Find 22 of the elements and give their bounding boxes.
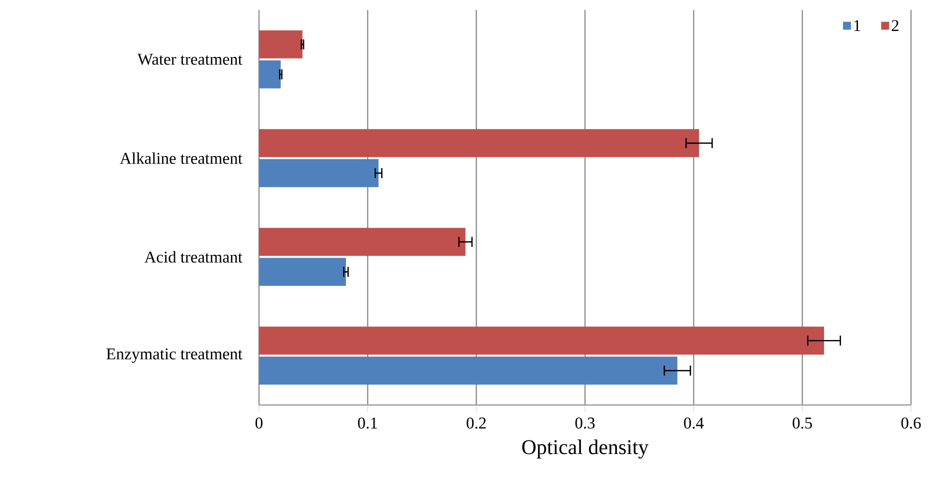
x-tick-label: 0.1	[358, 418, 377, 429]
bar	[259, 60, 281, 88]
y-tick-label: Alkaline treatment	[120, 152, 242, 164]
x-tick-label: 0	[256, 418, 262, 429]
bar	[259, 356, 678, 385]
bar	[259, 159, 379, 188]
x-tick-label: 0.2	[466, 418, 486, 429]
legend-label: 2	[892, 20, 898, 31]
bar	[259, 258, 346, 286]
x-tick-label: 0.4	[684, 418, 704, 429]
bar	[259, 326, 824, 355]
x-tick-label: 0.6	[901, 418, 921, 429]
bar	[259, 30, 302, 58]
legend-label: 1	[854, 20, 860, 31]
x-axis-title: Optical density	[522, 440, 649, 459]
y-tick-label: Water treatment	[137, 54, 242, 65]
x-tick-label: 0.5	[792, 418, 812, 429]
bar	[259, 129, 700, 158]
y-tick-label: Enzymatic treatment	[106, 348, 242, 363]
bar	[259, 228, 466, 256]
y-tick-label: Acid treatmant	[144, 251, 242, 263]
x-tick-label: 0.3	[575, 418, 595, 429]
